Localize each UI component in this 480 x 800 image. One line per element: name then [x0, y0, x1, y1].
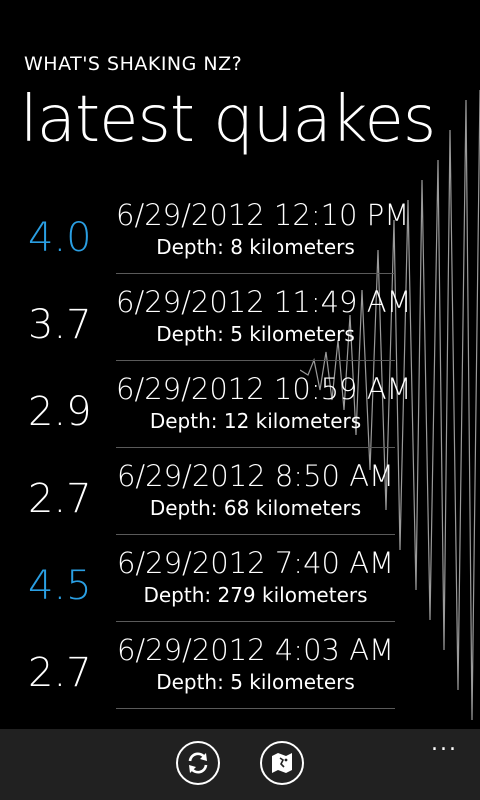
quake-date: 6/29/2012 8:50 AM: [116, 459, 395, 493]
quake-date: 6/29/2012 4:03 AM: [116, 633, 395, 667]
magnitude: 4.5: [28, 563, 92, 609]
app-title: WHAT'S SHAKING NZ?: [24, 53, 243, 75]
quake-row[interactable]: 3.7 6/29/2012 11:49 AM Depth: 5 kilomete…: [0, 280, 480, 367]
quake-depth: Depth: 5 kilometers: [156, 322, 355, 346]
map-button[interactable]: [260, 741, 304, 785]
magnitude: 2.7: [28, 476, 92, 522]
quake-date: 6/29/2012 7:40 AM: [116, 546, 395, 580]
quake-row[interactable]: 4.0 6/29/2012 12:10 PM Depth: 8 kilomete…: [0, 193, 480, 280]
quake-date: 6/29/2012 10:59 AM: [116, 372, 412, 406]
page-title: latest quakes: [20, 83, 436, 157]
quake-depth: Depth: 279 kilometers: [143, 583, 368, 607]
map-icon: [272, 753, 292, 773]
quake-depth: Depth: 12 kilometers: [149, 409, 362, 433]
refresh-icon: [188, 752, 208, 774]
quake-depth: Depth: 8 kilometers: [156, 235, 355, 259]
quake-date: 6/29/2012 11:49 AM: [116, 285, 412, 319]
application-bar: ...: [0, 729, 480, 800]
quake-row[interactable]: 2.9 6/29/2012 10:59 AM Depth: 12 kilomet…: [0, 367, 480, 454]
quake-list: 4.0 6/29/2012 12:10 PM Depth: 8 kilomete…: [0, 193, 480, 715]
quake-info: 6/29/2012 10:59 AM Depth: 12 kilometers: [116, 367, 412, 448]
quake-info: 6/29/2012 11:49 AM Depth: 5 kilometers: [116, 280, 412, 361]
quake-row[interactable]: 2.7 6/29/2012 4:03 AM Depth: 5 kilometer…: [0, 628, 480, 715]
quake-info: 6/29/2012 7:40 AM Depth: 279 kilometers: [116, 541, 395, 622]
refresh-button[interactable]: [176, 741, 220, 785]
quake-depth: Depth: 68 kilometers: [149, 496, 362, 520]
quake-date: 6/29/2012 12:10 PM: [116, 198, 410, 232]
seismograph-background: [300, 90, 480, 721]
magnitude: 2.9: [28, 389, 92, 435]
quake-info: 6/29/2012 12:10 PM Depth: 8 kilometers: [116, 193, 410, 274]
magnitude: 2.7: [28, 650, 92, 696]
more-menu-button[interactable]: ...: [431, 731, 458, 756]
quake-row[interactable]: 4.5 6/29/2012 7:40 AM Depth: 279 kilomet…: [0, 541, 480, 628]
quake-info: 6/29/2012 4:03 AM Depth: 5 kilometers: [116, 628, 395, 709]
quake-row[interactable]: 2.7 6/29/2012 8:50 AM Depth: 68 kilomete…: [0, 454, 480, 541]
quake-info: 6/29/2012 8:50 AM Depth: 68 kilometers: [116, 454, 395, 535]
quake-depth: Depth: 5 kilometers: [156, 670, 355, 694]
magnitude: 3.7: [28, 302, 92, 348]
magnitude: 4.0: [28, 215, 92, 261]
